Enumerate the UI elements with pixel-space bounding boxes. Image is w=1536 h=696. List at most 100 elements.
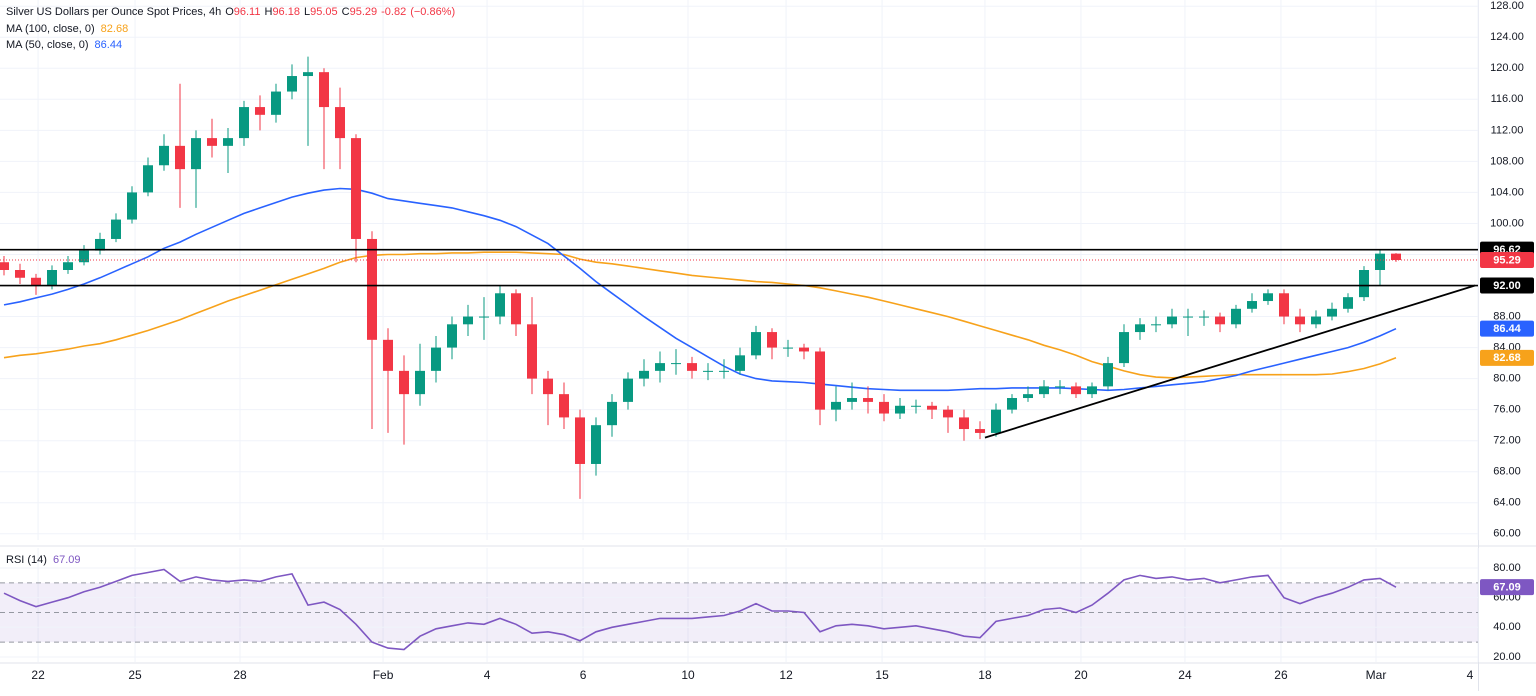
ohlc-label: H [264,6,272,18]
candle-body [1359,270,1369,298]
candle-body [559,394,569,418]
candle-body [1183,316,1193,318]
candle-body [63,262,73,270]
candle-body [1247,301,1257,309]
candle-body [1103,363,1113,387]
candle-body [399,370,409,395]
y-tick-label: 108.00 [1490,155,1524,167]
candle-body [1295,316,1305,325]
candle-body [239,107,249,139]
legend-header: Silver US Dollars per Ounce Spot Prices,… [6,6,455,18]
candle-body [895,405,905,414]
x-tick-label: Mar [1366,668,1387,682]
candle-body [111,219,121,239]
x-tick-label: 10 [681,668,695,682]
candle-body [927,405,937,410]
candle-body [207,138,217,146]
candle-body [767,332,777,348]
candle-body [1135,324,1145,333]
candle-body [319,72,329,108]
candle-body [575,417,585,464]
price-label-box [1480,251,1534,268]
y-tick-label: 80.00 [1493,373,1521,385]
y-tick-label: 120.00 [1490,62,1524,74]
series-line [3,568,1397,651]
series-line [3,251,1397,379]
ma-name: MA (50, close, 0) [6,39,89,51]
price-label-box [1480,579,1534,596]
ohlc-label: C [342,6,350,18]
price-label: 82.68 [1493,352,1521,364]
candle-body [1039,386,1049,395]
x-tick-label: 20 [1074,668,1088,682]
candle-body [287,76,297,92]
x-tick-label: 4 [484,668,491,682]
price-label: 92.00 [1493,280,1521,292]
ma-name: MA (100, close, 0) [6,23,95,35]
price-label: 95.29 [1493,254,1521,266]
candle-body [1167,316,1177,325]
y-tick-label: 128.00 [1490,0,1524,12]
candle-body [1279,293,1289,317]
candle-body [335,107,345,139]
x-tick-label: 15 [875,668,889,682]
y-tick-label: 80.00 [1493,562,1521,574]
candle-body [959,417,969,430]
candle-body [639,370,649,379]
candle-body [831,401,841,410]
price-label: 67.09 [1493,582,1521,594]
candle-body [1071,386,1081,395]
candle-body [431,347,441,371]
candle-body [447,324,457,348]
candle-body [1119,332,1129,364]
candle-body [719,370,729,372]
ohlc-value: 96.18 [272,6,300,18]
candle-body [271,91,281,115]
x-tick-label: 22 [31,668,45,682]
candle-body [79,250,89,263]
candle-body [511,293,521,325]
ma-legend: MA (100, close, 0) 82.68 [6,23,128,35]
candle-body [879,401,889,414]
price-label-box [1480,277,1534,294]
rsi-legend: RSI (14) 67.09 [6,554,81,566]
x-tick-label: 4 [1467,668,1474,682]
trendline [984,284,1476,439]
candle-body [607,401,617,426]
candle-body [127,192,137,220]
candle-body [47,270,57,286]
y-tick-label: 100.00 [1490,217,1524,229]
candle-body [143,165,153,193]
series-line [3,187,1397,392]
candle-body [911,405,921,407]
ohlc-value: 95.05 [310,6,338,18]
x-tick-label: 24 [1178,668,1192,682]
ohlc-value: 95.29 [350,6,378,18]
x-tick-label: 12 [779,668,793,682]
price-label-box [1480,320,1534,337]
rsi-value: 67.09 [53,554,81,566]
candle-body [1311,316,1321,325]
candle-body [0,262,9,270]
candle-body [975,429,985,433]
candle-body [735,355,745,371]
candle-body [223,138,233,146]
candle-body [383,339,393,371]
candle-body [703,370,713,372]
y-tick-label: 88.00 [1493,310,1521,322]
ma-value: 86.44 [95,39,123,51]
y-tick-label: 76.00 [1493,404,1521,416]
candle-body [991,409,1001,433]
candle-body [815,351,825,410]
candle-body [1087,386,1097,395]
candle-body [847,398,857,402]
y-tick-label: 104.00 [1490,186,1524,198]
candle-body [303,72,313,77]
change-value: -0.82 [381,6,406,18]
candle-body [591,425,601,464]
candle-body [31,277,41,286]
candle-body [1007,398,1017,410]
candle-body [159,145,169,166]
candle-body [751,332,761,356]
